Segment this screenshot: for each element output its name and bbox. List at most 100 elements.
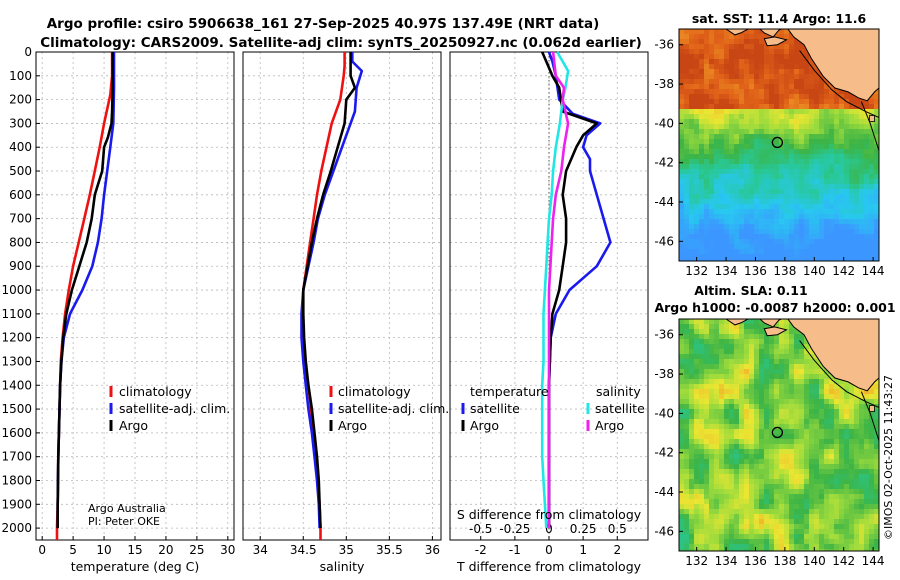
sla-cell — [829, 454, 835, 460]
sst-cell — [844, 94, 850, 100]
sla-cell — [849, 519, 855, 525]
sst-cell — [724, 99, 730, 105]
sst-cell — [704, 189, 710, 195]
sla-cell — [769, 429, 775, 435]
sst-cell — [799, 89, 805, 95]
sst-cell — [714, 164, 720, 170]
sla-cell — [694, 399, 700, 405]
sst-cell — [749, 219, 755, 225]
sst-cell — [814, 154, 820, 160]
sst-cell — [819, 99, 825, 105]
sst-cell — [809, 84, 815, 90]
sst-cell — [709, 229, 715, 235]
sla-cell — [829, 544, 835, 550]
sst-cell — [734, 89, 740, 95]
sst-cell — [864, 134, 870, 140]
sla-cell — [699, 459, 705, 465]
sst-cell — [804, 199, 810, 205]
sst-cell — [774, 104, 780, 110]
sla-cell — [794, 334, 800, 340]
sst-cell — [764, 224, 770, 230]
sla-cell — [694, 449, 700, 455]
sla-cell — [694, 454, 700, 460]
salinity-legend: climatology satellite-adj. clim. Argo — [329, 384, 449, 433]
sla-cell — [684, 544, 690, 550]
sla-cell — [799, 464, 805, 470]
sla-cell — [729, 549, 735, 551]
sla-cell — [714, 429, 720, 435]
sst-cell — [694, 219, 700, 225]
sla-cell — [834, 404, 840, 410]
sla-cell — [714, 504, 720, 510]
sla-cell — [754, 419, 760, 425]
sla-cell — [784, 514, 790, 520]
sst-cell — [744, 154, 750, 160]
sla-cell — [724, 434, 730, 440]
sst-cell — [859, 219, 865, 225]
sla-cell — [849, 409, 855, 415]
sst-cell — [819, 94, 825, 100]
sla-cell — [829, 384, 835, 390]
sst-cell — [834, 129, 840, 135]
sla-cell — [729, 454, 735, 460]
sst-cell — [744, 39, 750, 45]
sst-cell — [739, 164, 745, 170]
sla-cell — [694, 489, 700, 495]
sla-cell — [729, 394, 735, 400]
sst-cell — [729, 204, 735, 210]
sst-cell — [794, 89, 800, 95]
sst-cell — [744, 64, 750, 70]
sla-cell — [779, 484, 785, 490]
sla-cell — [684, 414, 690, 420]
sla-cell — [684, 464, 690, 470]
sst-cell — [764, 244, 770, 250]
sla-cell — [799, 524, 805, 530]
sla-cell — [849, 444, 855, 450]
sla-cell — [809, 374, 815, 380]
sst-cell — [684, 104, 690, 110]
sla-cell — [729, 519, 735, 525]
sla-cell — [819, 404, 825, 410]
sla-cell — [844, 514, 850, 520]
sla-cell — [704, 469, 710, 475]
sla-cell — [769, 484, 775, 490]
sst-cell — [774, 214, 780, 220]
sla-cell — [774, 484, 780, 490]
sla-cell — [814, 544, 820, 550]
sla-cell — [809, 364, 815, 370]
sla-cell — [864, 414, 870, 420]
sla-cell — [859, 399, 865, 405]
sst-cell — [859, 204, 865, 210]
sla-cell — [869, 444, 875, 450]
sst-cell — [834, 89, 840, 95]
sla-cell — [769, 544, 775, 550]
sla-cell — [784, 369, 790, 375]
sla-cell — [844, 399, 850, 405]
sst-cell — [684, 144, 690, 150]
sst-cell — [769, 159, 775, 165]
profile-line-t-satellite — [547, 51, 612, 529]
sla-cell — [759, 444, 765, 450]
sst-cell — [809, 134, 815, 140]
sla-cell — [804, 404, 810, 410]
sst-cell — [764, 124, 770, 130]
sst-cell — [694, 234, 700, 240]
sst-cell — [689, 129, 695, 135]
x-tick-label: 15 — [127, 543, 142, 557]
legend-label-t-satellite: satellite — [470, 401, 520, 416]
sla-cell — [694, 469, 700, 475]
sst-cell — [744, 239, 750, 245]
sla-cell — [834, 544, 840, 550]
sla-cell — [769, 419, 775, 425]
sst-cell — [684, 44, 690, 50]
sla-cell — [844, 459, 850, 465]
sla-cell — [749, 369, 755, 375]
sst-cell — [709, 119, 715, 125]
sst-cell — [804, 154, 810, 160]
sst-cell — [704, 109, 710, 115]
sla-cell — [739, 379, 745, 385]
sst-cell — [724, 244, 730, 250]
sst-cell — [769, 64, 775, 70]
sst-cell — [719, 149, 725, 155]
y-tick-label: 600 — [9, 188, 32, 202]
